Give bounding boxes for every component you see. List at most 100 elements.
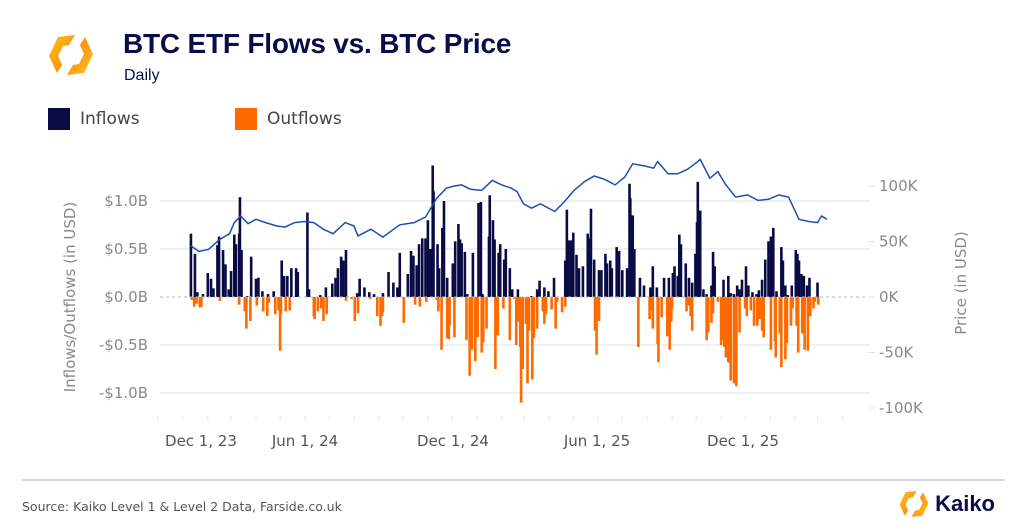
outflow-bar bbox=[735, 297, 738, 387]
inflow-bar bbox=[510, 289, 514, 297]
inflow-bar bbox=[589, 208, 593, 297]
outflow-bar bbox=[745, 297, 749, 317]
inflow-bar bbox=[296, 272, 300, 297]
inflow-bar bbox=[445, 277, 449, 297]
inflow-bar bbox=[586, 233, 590, 297]
inflow-bar bbox=[816, 282, 819, 297]
y-tick-label: -$0.5B bbox=[99, 336, 148, 354]
outflow-bar bbox=[738, 297, 741, 333]
inflow-bar bbox=[729, 293, 733, 297]
outflow-bar bbox=[531, 297, 534, 380]
outflow-bar bbox=[544, 297, 548, 315]
inflow-bar bbox=[392, 282, 395, 297]
outflow-bar bbox=[368, 297, 372, 299]
inflow-bar bbox=[547, 291, 550, 297]
inflow-bar bbox=[781, 260, 785, 297]
inflow-bar bbox=[381, 293, 385, 297]
inflow-bar bbox=[424, 238, 427, 297]
inflow-bar bbox=[318, 295, 322, 297]
inflow-bar bbox=[808, 277, 811, 297]
inflow-bar bbox=[221, 249, 225, 297]
outflow-bar bbox=[245, 297, 248, 329]
inflow-bar bbox=[406, 273, 410, 297]
inflow-bar bbox=[498, 244, 502, 297]
inflow-bar bbox=[784, 285, 787, 297]
inflow-bar bbox=[261, 291, 264, 297]
outflow-bar bbox=[519, 297, 523, 403]
inflow-bar bbox=[530, 296, 533, 297]
outflow-bar bbox=[706, 297, 710, 333]
outflow-bar bbox=[508, 297, 512, 341]
inflow-bar bbox=[786, 295, 790, 297]
outflow-bar bbox=[685, 297, 688, 312]
inflow-bar bbox=[331, 283, 334, 297]
outflow-bar bbox=[261, 297, 265, 312]
outflow-bar bbox=[379, 297, 382, 326]
brand-logo[interactable]: Kaiko bbox=[899, 489, 995, 519]
inflow-bar bbox=[571, 232, 575, 297]
outflow-bar bbox=[381, 297, 385, 313]
inflow-bar bbox=[471, 252, 475, 297]
outflow-bar bbox=[555, 297, 559, 302]
inflow-bar bbox=[429, 249, 432, 297]
inflow-bar bbox=[569, 240, 573, 297]
outflow-bar bbox=[732, 297, 736, 384]
inflow-bar bbox=[696, 181, 700, 297]
outflow-bar bbox=[719, 297, 723, 345]
outflow-bar bbox=[453, 297, 456, 338]
y2-tick-label: -100K bbox=[879, 399, 924, 417]
outflow-bar bbox=[780, 297, 783, 368]
outflow-bar bbox=[668, 297, 671, 350]
inflow-bar bbox=[600, 270, 603, 297]
outflow-bar bbox=[344, 297, 348, 301]
inflow-bar bbox=[638, 277, 642, 297]
outflow-bar bbox=[648, 297, 651, 320]
outflow-bar bbox=[705, 297, 708, 341]
outflow-bar bbox=[670, 297, 674, 309]
outflow-bar bbox=[593, 297, 597, 331]
legend-item-outflows[interactable]: Outflows bbox=[235, 106, 342, 132]
inflow-bar bbox=[212, 288, 215, 297]
inflow-bar bbox=[307, 289, 311, 297]
legend-item-inflows[interactable]: Inflows bbox=[48, 106, 140, 132]
outflow-bar bbox=[473, 297, 477, 362]
inflow-bar bbox=[463, 251, 467, 297]
inflow-bar bbox=[398, 252, 402, 297]
inflow-bar bbox=[477, 202, 480, 297]
outflow-bar bbox=[480, 297, 484, 353]
inflow-bar bbox=[732, 294, 736, 297]
outflow-bar bbox=[356, 297, 360, 314]
inflow-bar bbox=[201, 294, 205, 297]
inflow-bar bbox=[605, 263, 609, 297]
outflow-bar bbox=[532, 297, 536, 339]
inflow-bar bbox=[588, 238, 591, 297]
outflow-bar bbox=[665, 297, 669, 337]
outflow-bar bbox=[279, 297, 283, 315]
inflow-bar bbox=[294, 268, 298, 297]
y2-tick-label: 50K bbox=[879, 233, 909, 251]
inflow-bar bbox=[775, 291, 778, 297]
outflow-bar bbox=[249, 297, 252, 321]
outflow-bar bbox=[597, 297, 601, 321]
outflow-bar bbox=[524, 297, 528, 324]
inflow-bar bbox=[196, 292, 199, 297]
outflow-bar bbox=[496, 297, 500, 336]
outflow-bar bbox=[808, 297, 812, 317]
inflow-bar bbox=[396, 287, 399, 297]
outflow-bar bbox=[413, 297, 417, 305]
inflow-bar bbox=[457, 224, 460, 297]
chart-area: $1.0B $0.5B $0.0B -$0.5B -$1.0B 100K 50K 0K -50… bbox=[61, 158, 970, 450]
inflow-bar bbox=[794, 249, 798, 297]
inflow-bar bbox=[344, 249, 348, 297]
outflow-bar bbox=[789, 297, 793, 326]
inflow-bar bbox=[690, 282, 694, 297]
inflow-bar bbox=[740, 279, 744, 297]
x-axis: Dec 1, 23 Jun 1, 24 Dec 1, 24 Jun 1, 25 Dec … bbox=[157, 416, 843, 450]
inflow-bar bbox=[409, 250, 413, 297]
outflow-bar bbox=[758, 297, 761, 320]
outflow-bar bbox=[669, 297, 673, 322]
inflow-bar bbox=[567, 240, 570, 297]
inflow-bar bbox=[412, 255, 415, 297]
outflow-bar bbox=[527, 297, 531, 331]
inflow-bar bbox=[651, 266, 655, 297]
